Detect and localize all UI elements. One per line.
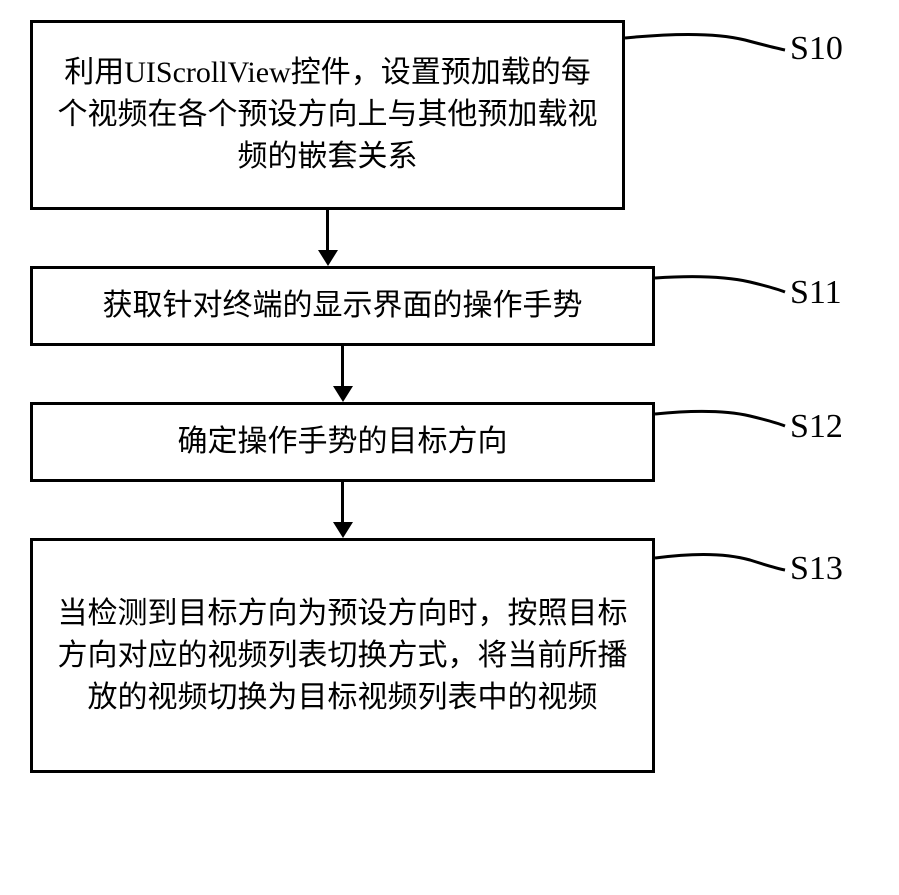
step-s12-box: 确定操作手势的目标方向 bbox=[30, 402, 655, 482]
step-s10-text: 利用UIScrollView控件，设置预加载的每个视频在各个预设方向上与其他预加… bbox=[53, 52, 602, 178]
arrow-s12-s13 bbox=[30, 482, 655, 538]
connector-s13 bbox=[655, 538, 795, 598]
connector-s12 bbox=[655, 402, 795, 452]
step-s12-text: 确定操作手势的目标方向 bbox=[178, 421, 508, 463]
step-s10-row: 利用UIScrollView控件，设置预加载的每个视频在各个预设方向上与其他预加… bbox=[30, 20, 870, 210]
step-s13-row: 当检测到目标方向为预设方向时，按照目标方向对应的视频列表切换方式，将当前所播放的… bbox=[30, 538, 870, 773]
step-s13-label: S13 bbox=[790, 550, 843, 588]
step-s11-label: S11 bbox=[790, 274, 842, 312]
step-s10-label: S10 bbox=[790, 30, 843, 68]
step-s11-box: 获取针对终端的显示界面的操作手势 bbox=[30, 266, 655, 346]
step-s12-label: S12 bbox=[790, 408, 843, 446]
connector-s11 bbox=[655, 266, 795, 316]
step-s11-text: 获取针对终端的显示界面的操作手势 bbox=[103, 285, 583, 327]
flowchart-container: 利用UIScrollView控件，设置预加载的每个视频在各个预设方向上与其他预加… bbox=[30, 20, 870, 773]
step-s10-box: 利用UIScrollView控件，设置预加载的每个视频在各个预设方向上与其他预加… bbox=[30, 20, 625, 210]
step-s13-box: 当检测到目标方向为预设方向时，按照目标方向对应的视频列表切换方式，将当前所播放的… bbox=[30, 538, 655, 773]
arrow-s10-s11 bbox=[30, 210, 625, 266]
connector-s10 bbox=[625, 20, 795, 80]
step-s13-text: 当检测到目标方向为预设方向时，按照目标方向对应的视频列表切换方式，将当前所播放的… bbox=[53, 593, 632, 719]
step-s12-row: 确定操作手势的目标方向 S12 bbox=[30, 402, 870, 482]
step-s11-row: 获取针对终端的显示界面的操作手势 S11 bbox=[30, 266, 870, 346]
arrow-s11-s12 bbox=[30, 346, 655, 402]
